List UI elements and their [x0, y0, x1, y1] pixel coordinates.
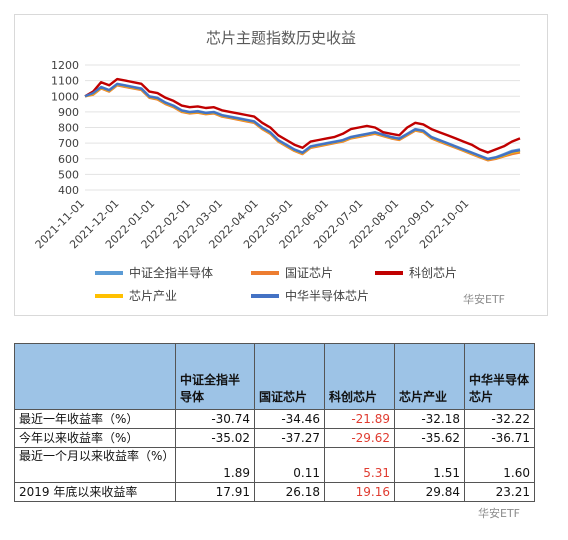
y-tick-label: 500 — [58, 168, 79, 181]
cell: -36.71 — [464, 428, 535, 448]
header-col-4: 芯片产业 — [394, 343, 465, 410]
returns-table: 中证全指半导体 国证芯片 科创芯片 芯片产业 中华半导体芯片 最近一年收益率（%… — [14, 343, 535, 502]
y-tick-label: 1100 — [51, 75, 79, 88]
row-label: 最近一年收益率（%） — [14, 409, 176, 429]
cell: -32.18 — [394, 409, 465, 429]
y-tick-label: 900 — [58, 106, 79, 119]
cell: -35.02 — [175, 428, 255, 448]
cell: 29.84 — [394, 482, 465, 502]
header-col-2: 国证芯片 — [254, 343, 325, 410]
cell-highlight: 19.16 — [324, 482, 395, 502]
cell: -30.74 — [175, 409, 255, 429]
header-label-col — [14, 343, 176, 410]
cell: -37.27 — [254, 428, 325, 448]
cell: 1.60 — [464, 447, 535, 483]
legend-label: 中华半导体芯片 — [285, 288, 369, 303]
row-label: 2019 年底以来收益率 — [14, 482, 176, 502]
y-tick-label: 1200 — [51, 59, 79, 72]
table-row: 最近一个月以来收益率（%） 1.89 0.11 5.31 1.51 1.60 — [14, 447, 535, 483]
cell-highlight: 5.31 — [324, 447, 395, 483]
legend-label: 芯片产业 — [129, 289, 177, 303]
legend-label: 国证芯片 — [285, 266, 333, 280]
series-line-3 — [84, 77, 521, 154]
cell: 26.18 — [254, 482, 325, 502]
chart-frame: 芯片主题指数历史收益 400 500 600 700 800 900 1000 1100 120… — [14, 14, 548, 316]
row-label: 最近一个月以来收益率（%） — [14, 447, 176, 483]
y-tick-label: 800 — [58, 122, 79, 135]
table-row: 最近一年收益率（%） -30.74 -34.46 -21.89 -32.18 -… — [14, 409, 535, 429]
y-tick-label: 700 — [58, 137, 79, 150]
cell: -35.62 — [394, 428, 465, 448]
cell-highlight: -29.62 — [324, 428, 395, 448]
row-label: 今年以来收益率（%） — [14, 428, 176, 448]
cell: -32.22 — [464, 409, 535, 429]
chart-title: 芯片主题指数历史收益 — [206, 29, 356, 47]
cell: 23.21 — [464, 482, 535, 502]
cell: -34.46 — [254, 409, 325, 429]
watermark-bottom: 华安ETF — [478, 507, 520, 520]
table-row: 2019 年底以来收益率 17.91 26.18 19.16 29.84 23.… — [14, 482, 535, 502]
cell: 1.51 — [394, 447, 465, 483]
legend-label: 科创芯片 — [409, 266, 457, 280]
returns-table-wrap: 中证全指半导体 国证芯片 科创芯片 芯片产业 中华半导体芯片 最近一年收益率（%… — [14, 343, 535, 502]
watermark-top: 华安ETF — [463, 293, 505, 306]
header-col-1: 中证全指半导体 — [175, 343, 255, 410]
header-col-3: 科创芯片 — [324, 343, 395, 410]
y-tick-label: 400 — [58, 184, 79, 197]
table-row: 今年以来收益率（%） -35.02 -37.27 -29.62 -35.62 -… — [14, 428, 535, 448]
cell: 1.89 — [175, 447, 255, 483]
y-tick-label: 1000 — [51, 90, 79, 103]
y-tick-label: 600 — [58, 153, 79, 166]
legend-label: 中证全指半导体 — [129, 265, 213, 280]
line-chart: 芯片主题指数历史收益 400 500 600 700 800 900 1000 1100 120… — [33, 29, 521, 303]
cell-highlight: -21.89 — [324, 409, 395, 429]
table-header-row: 中证全指半导体 国证芯片 科创芯片 芯片产业 中华半导体芯片 — [14, 343, 535, 410]
series-line-5 — [84, 82, 521, 161]
cell: 0.11 — [254, 447, 325, 483]
header-col-5: 中华半导体芯片 — [464, 343, 535, 410]
cell: 17.91 — [175, 482, 255, 502]
